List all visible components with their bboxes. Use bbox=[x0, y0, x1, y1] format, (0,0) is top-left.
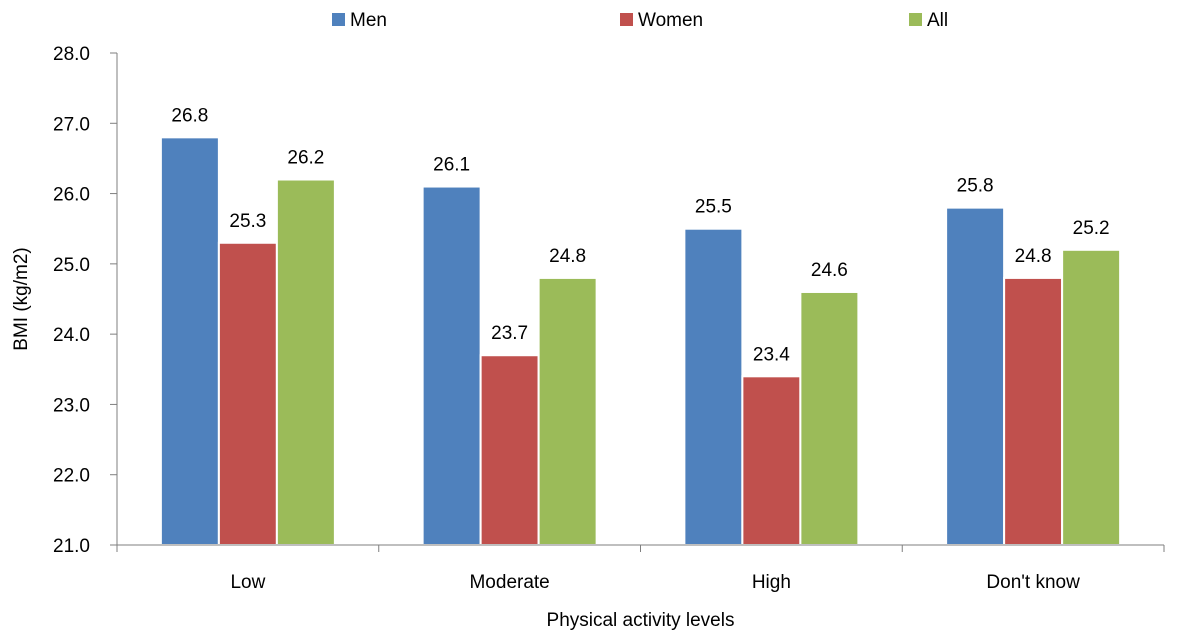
data-label-men-1: 26.1 bbox=[433, 155, 470, 176]
legend: Men Women All bbox=[332, 10, 948, 31]
data-label-women-2: 23.4 bbox=[753, 344, 790, 365]
bar-men-2 bbox=[683, 227, 744, 546]
bar-all-3 bbox=[1061, 248, 1122, 547]
legend-swatch-men bbox=[332, 13, 345, 26]
x-axis: Low Moderate High Don't know bbox=[116, 544, 1165, 593]
x-category-label: Moderate bbox=[469, 572, 549, 593]
data-label-all-0: 26.2 bbox=[287, 148, 324, 169]
bar-all-0 bbox=[275, 178, 336, 546]
bar-women-0 bbox=[217, 241, 278, 546]
bars-group bbox=[159, 136, 1122, 547]
data-labels-group: 26.8 26.1 25.5 25.8 25.3 23.7 23.4 24.8 26.2 24.8… bbox=[171, 105, 1109, 365]
y-tick-label: 23.0 bbox=[53, 395, 90, 416]
data-label-women-1: 23.7 bbox=[491, 323, 528, 344]
x-category-label: Low bbox=[230, 572, 265, 593]
bar-all-1 bbox=[537, 276, 598, 546]
y-tick-label: 24.0 bbox=[53, 325, 90, 346]
y-tick-label: 22.0 bbox=[53, 466, 90, 487]
data-label-women-0: 25.3 bbox=[229, 211, 266, 232]
legend-swatch-all bbox=[909, 13, 922, 26]
data-label-all-1: 24.8 bbox=[549, 246, 586, 267]
y-tick-label: 27.0 bbox=[53, 114, 90, 135]
legend-swatch-women bbox=[620, 13, 633, 26]
bar-men-3 bbox=[945, 206, 1006, 546]
y-tick-label: 28.0 bbox=[53, 44, 90, 65]
legend-label-women: Women bbox=[638, 10, 703, 31]
data-label-women-3: 24.8 bbox=[1015, 246, 1052, 267]
legend-label-all: All bbox=[927, 10, 948, 31]
data-label-men-0: 26.8 bbox=[171, 105, 208, 126]
bar-women-3 bbox=[1003, 276, 1064, 546]
x-category-label: Don't know bbox=[986, 572, 1080, 593]
y-tick-label: 25.0 bbox=[53, 255, 90, 276]
data-label-all-3: 25.2 bbox=[1073, 218, 1110, 239]
y-axis-title: BMI (kg/m2) bbox=[11, 247, 32, 350]
x-category-label: High bbox=[752, 572, 791, 593]
y-axis: 21.0 22.0 23.0 24.0 25.0 26.0 27.0 28.0 bbox=[53, 44, 118, 557]
legend-label-men: Men bbox=[350, 10, 387, 31]
bar-all-2 bbox=[799, 290, 860, 546]
bar-women-2 bbox=[741, 375, 802, 547]
y-tick-label: 26.0 bbox=[53, 185, 90, 206]
x-axis-title: Physical activity levels bbox=[547, 610, 735, 631]
bar-men-1 bbox=[421, 185, 482, 547]
data-label-all-2: 24.6 bbox=[811, 260, 848, 281]
bar-men-0 bbox=[159, 136, 220, 546]
y-tick-label: 21.0 bbox=[53, 536, 90, 557]
data-label-men-3: 25.8 bbox=[957, 176, 994, 197]
bar-women-1 bbox=[479, 354, 540, 546]
data-label-men-2: 25.5 bbox=[695, 197, 732, 218]
